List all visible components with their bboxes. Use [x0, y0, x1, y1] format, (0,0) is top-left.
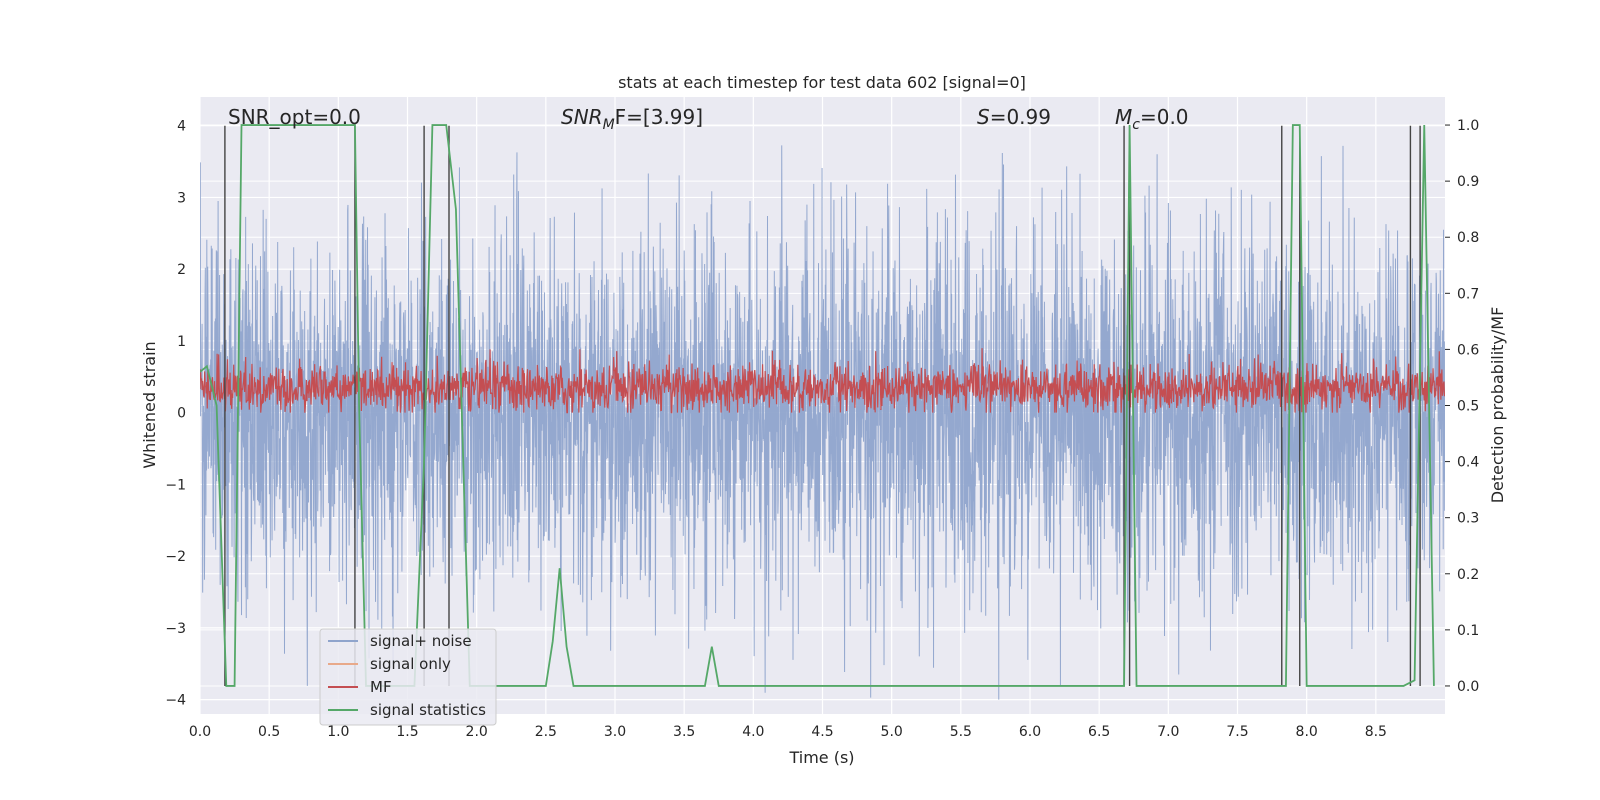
annotation-snr-mf-sub: M — [603, 117, 615, 133]
x-tick-label-12: 6.0 — [1019, 724, 1041, 740]
annotation-mc-sub: c — [1132, 117, 1140, 133]
y-right-tick-label-10: 1.0 — [1457, 118, 1479, 134]
x-tick-label-8: 4.0 — [742, 724, 764, 740]
annotation-snr-mf-rest: F=[3.99] — [615, 105, 703, 129]
x-tick-label-16: 8.0 — [1296, 724, 1318, 740]
annotation-s-rest: =0.99 — [990, 105, 1051, 129]
y-right-tick-label-9: 0.9 — [1457, 174, 1479, 190]
y-tick-label-1: −3 — [165, 621, 186, 637]
line-signal-statistics — [200, 124, 1435, 687]
x-tick-label-10: 5.0 — [881, 724, 903, 740]
x-axis-label: Time (s) — [788, 748, 854, 767]
y-tick-label-7: 3 — [177, 190, 186, 206]
y-right-tick-label-2: 0.2 — [1457, 567, 1479, 583]
x-tick-label-0: 0.0 — [189, 724, 211, 740]
x-tick-label-14: 7.0 — [1157, 724, 1179, 740]
legend-label-signal-plus-noise: signal+ noise — [370, 632, 472, 650]
y-right-tick-label-8: 0.8 — [1457, 230, 1479, 246]
legend-label-mf: MF — [370, 678, 392, 696]
legend-label-signal-only: signal only — [370, 655, 451, 673]
line-signal-plus-noise — [200, 145, 1445, 700]
x-tick-label-11: 5.5 — [950, 724, 972, 740]
y-axis-left-ticks: −4 −3 −2 −1 0 1 2 3 4 — [165, 119, 186, 709]
annotation-snr-mf-main: SNR — [561, 105, 603, 129]
x-tick-label-2: 1.0 — [327, 724, 349, 740]
y-axis-right-label: Detection probability/MF — [1488, 307, 1507, 504]
annotation-mc-rest: =0.0 — [1140, 105, 1189, 129]
y-right-tick-label-6: 0.6 — [1457, 342, 1479, 358]
y-tick-label-6: 2 — [177, 262, 186, 278]
x-tick-label-13: 6.5 — [1088, 724, 1110, 740]
legend: signal+ noise signal only MF signal stat… — [319, 628, 497, 726]
y-tick-label-5: 1 — [177, 334, 186, 350]
y-right-tick-label-4: 0.4 — [1457, 455, 1479, 471]
y-right-tick-label-1: 0.1 — [1457, 623, 1479, 639]
series-signal-plus-noise — [200, 145, 1445, 700]
series-signal-statistics — [200, 124, 1435, 687]
y-right-tick-label-3: 0.3 — [1457, 511, 1479, 527]
annotation-s-main: S — [977, 105, 990, 129]
line-mf — [200, 348, 1445, 414]
y-right-tick-label-0: 0.0 — [1457, 679, 1479, 695]
x-tick-label-3: 1.5 — [396, 724, 418, 740]
annotation-mc: Mc=0.0 — [1115, 105, 1189, 133]
x-tick-label-5: 2.5 — [535, 724, 557, 740]
annotation-snr-opt: SNR_opt=0.0 — [228, 105, 361, 129]
y-tick-label-0: −4 — [165, 693, 186, 709]
y-tick-label-2: −2 — [165, 549, 186, 565]
x-tick-label-17: 8.5 — [1365, 724, 1387, 740]
y-right-tick-label-5: 0.5 — [1457, 399, 1479, 415]
x-tick-label-6: 3.0 — [604, 724, 626, 740]
x-tick-label-15: 7.5 — [1226, 724, 1248, 740]
x-tick-label-7: 3.5 — [673, 724, 695, 740]
x-tick-label-1: 0.5 — [258, 724, 280, 740]
annotation-s: S=0.99 — [977, 105, 1051, 129]
y-axis-left-label: Whitened strain — [140, 341, 159, 468]
x-axis-ticks: 0.0 0.5 1.0 1.5 2.0 2.5 3.0 3.5 4.0 4.5 5.0 5.5 6.0 6… — [189, 724, 1387, 740]
annotation-snr-mf: SNRMF=[3.99] — [561, 105, 703, 133]
x-tick-label-9: 4.5 — [811, 724, 833, 740]
legend-label-signal-statistics: signal statistics — [370, 701, 486, 719]
y-axis-right-ticks: 0.0 0.1 0.2 0.3 0.4 0.5 0.6 0.7 0.8 0.9 1.0 — [1445, 118, 1479, 695]
annotation-mc-main: M — [1115, 105, 1132, 129]
chart-title: stats at each timestep for test data 602… — [618, 73, 1026, 92]
y-right-tick-label-7: 0.7 — [1457, 286, 1479, 302]
x-tick-label-4: 2.0 — [466, 724, 488, 740]
y-tick-label-3: −1 — [165, 477, 186, 493]
series-mf — [200, 348, 1445, 414]
y-tick-label-4: 0 — [177, 406, 186, 422]
legend-box — [319, 628, 497, 726]
y-tick-label-8: 4 — [177, 119, 186, 135]
